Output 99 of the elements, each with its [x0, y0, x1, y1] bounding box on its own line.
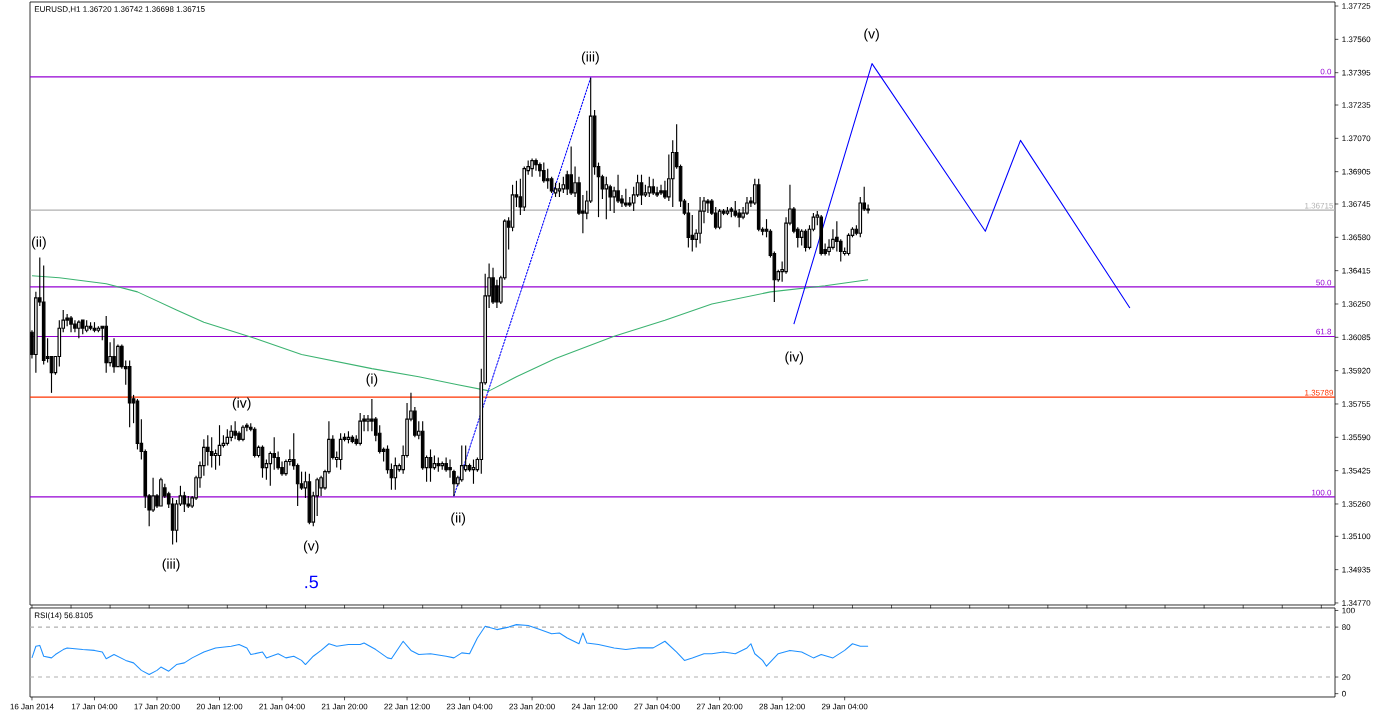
candlestick [706, 198, 710, 214]
y-tick-label: 1.35920 [1342, 367, 1371, 374]
y-tick-label: 1.35755 [1342, 401, 1371, 407]
annotation: (ii) [31, 236, 46, 250]
candlestick [831, 228, 835, 251]
candlestick [530, 157, 534, 178]
candlestick [577, 176, 581, 216]
x-tick-label: 29 Jan 04:00 [821, 703, 868, 710]
candlestick [413, 406, 417, 438]
annotation: 100.0 [1312, 489, 1332, 496]
x-tick-label: 22 Jan 12:00 [384, 703, 430, 710]
annotation: 50.0 [1316, 279, 1332, 286]
y-tick-label: 1.35100 [1342, 533, 1371, 540]
y-tick-label: 1.36745 [1342, 201, 1371, 207]
x-tick-label: 28 Jan 12:00 [759, 703, 805, 710]
y-tick-label: 1.36415 [1342, 267, 1371, 274]
candlestick [444, 456, 448, 473]
y-tick-label: 1.36250 [1342, 301, 1371, 307]
candlestick [495, 279, 499, 309]
candlestick [69, 315, 73, 333]
candlestick [612, 186, 616, 214]
candlestick [151, 477, 155, 513]
candlestick [284, 458, 288, 477]
y-tick-label: 1.35260 [1342, 501, 1371, 507]
annotation: .5 [305, 575, 318, 589]
line-series [31, 624, 869, 676]
y-tick-label: 1.37560 [1342, 36, 1371, 43]
annotation: (v) [303, 540, 319, 554]
y-tick-label: 80 [1342, 624, 1351, 630]
candlestick [534, 157, 538, 172]
y-tick-label: 1.36905 [1342, 168, 1371, 175]
y-tick-label: 0 [1342, 690, 1346, 697]
candlestick [73, 319, 77, 333]
annotation: (v) [864, 28, 879, 42]
annotation: 0.0 [1320, 68, 1332, 75]
candlestick [241, 424, 245, 442]
candlestick [452, 469, 456, 497]
ref-line-label: 1.35789 [1305, 389, 1334, 396]
candlestick [663, 180, 667, 200]
candlestick [34, 291, 38, 374]
y-tick-label: 1.34935 [1342, 566, 1371, 573]
candlestick [120, 343, 124, 370]
candlestick [77, 319, 81, 339]
annotation: (iii) [581, 51, 599, 65]
y-tick-label: 1.37395 [1342, 69, 1371, 76]
candlestick [370, 398, 374, 432]
x-tick-label: 21 Jan 04:00 [259, 703, 305, 710]
annotation: (iv) [785, 351, 804, 365]
candlestick [104, 315, 109, 374]
y-tick-label: 1.35425 [1342, 467, 1371, 474]
line-series [793, 63, 1131, 325]
ref-line-label: 1.36715 [1305, 202, 1334, 209]
y-tick-label: 1.36085 [1342, 334, 1371, 341]
candlestick [698, 196, 702, 244]
candlestick [659, 184, 663, 196]
candlestick [827, 238, 831, 257]
annotation: (i) [366, 373, 378, 387]
x-tick-label: 20 Jan 12:00 [196, 703, 243, 710]
candlestick [745, 196, 749, 216]
y-tick-label: 20 [1342, 674, 1351, 680]
candlestick [319, 475, 323, 497]
candlestick [792, 206, 796, 234]
annotation: (iii) [162, 558, 180, 572]
x-tick-label: 16 Jan 2014 [10, 703, 54, 710]
candlestick [491, 267, 495, 305]
annotation: 61.8 [1316, 328, 1332, 335]
chart-title: RSI(14) 56.8105 [34, 612, 93, 620]
annotation: (iv) [232, 397, 251, 411]
candlestick [741, 206, 745, 220]
x-tick-label: 27 Jan 20:00 [696, 703, 743, 710]
candlestick [233, 420, 237, 440]
candlestick [624, 188, 628, 208]
candlestick [65, 313, 69, 327]
candlestick [202, 438, 206, 477]
candlestick [655, 186, 659, 198]
candlestick [280, 460, 284, 477]
y-tick-label: 1.37725 [1342, 3, 1371, 9]
x-tick-label: 27 Jan 04:00 [634, 703, 680, 710]
y-tick-label: 1.36580 [1342, 234, 1371, 241]
candlestick [538, 162, 542, 178]
candlestick [276, 450, 280, 471]
x-tick-label: 23 Jan 20:00 [509, 703, 555, 710]
candlestick [237, 430, 241, 442]
x-tick-label: 23 Jan 04:00 [446, 703, 493, 710]
y-tick-label: 1.34770 [1342, 600, 1371, 606]
x-tick-label: 24 Jan 12:00 [571, 703, 618, 710]
candlestick [112, 337, 116, 374]
candlestick [866, 204, 870, 215]
y-tick-label: 1.35590 [1342, 434, 1371, 441]
y-tick-label: 1.37070 [1342, 135, 1371, 142]
y-tick-label: 1.37235 [1342, 102, 1371, 108]
y-tick-label: 100 [1342, 607, 1355, 614]
x-tick-label: 17 Jan 20:00 [134, 703, 180, 710]
candlestick [366, 414, 370, 432]
chart-title: EURUSD,H1 1.36720 1.36742 1.36698 1.36715 [34, 6, 205, 13]
annotation: (ii) [451, 512, 466, 526]
x-tick-label: 17 Jan 04:00 [71, 703, 118, 710]
x-tick-label: 21 Jan 20:00 [321, 703, 368, 710]
line-series [31, 275, 869, 392]
